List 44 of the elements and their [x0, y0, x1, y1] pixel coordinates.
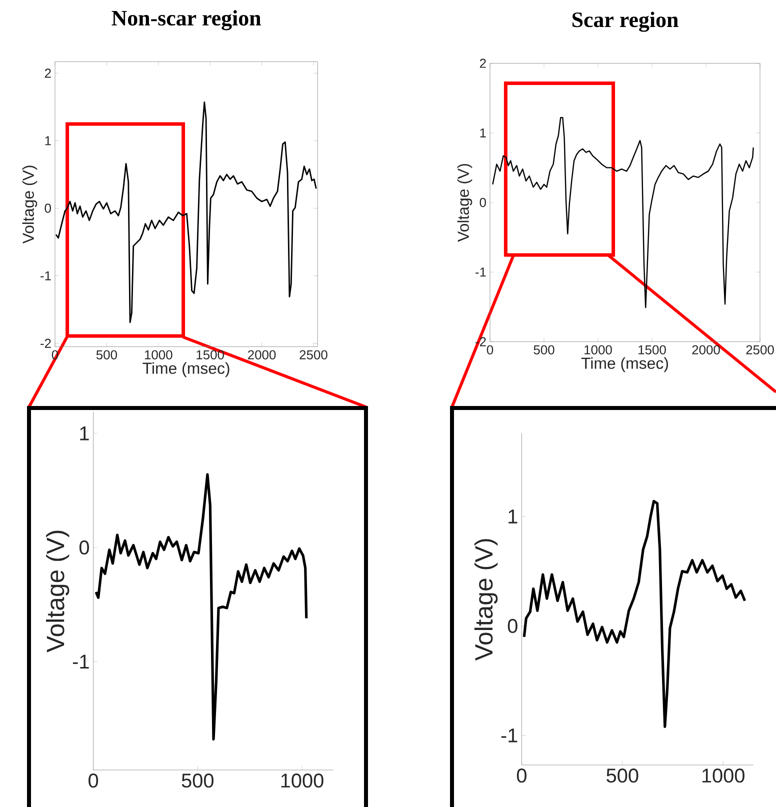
line-series	[522, 500, 746, 728]
y-tick-label: 0	[79, 540, 89, 555]
x-tick-label: 2500	[300, 350, 328, 360]
x-tick-label: 1000	[584, 345, 612, 354]
y-axis-title: Voltage (V)	[457, 164, 472, 242]
x-tick-label: 500	[182, 774, 214, 788]
chart-title: Scar region	[572, 12, 678, 32]
y-axis-title: Voltage (V)	[474, 539, 498, 661]
y-tick-label: 1	[508, 510, 518, 524]
x-tick-label: 0	[516, 768, 526, 783]
x-tick-label: 0	[88, 774, 98, 788]
y-tick-label: 1	[480, 128, 486, 138]
x-tick-label: 1500	[638, 345, 666, 354]
line-series	[94, 473, 308, 740]
y-tick-label: -1	[501, 728, 518, 742]
y-tick-label: 1	[80, 426, 89, 440]
y-tick-label: -1	[72, 654, 89, 668]
y-tick-label: 0	[480, 198, 486, 208]
x-tick-label: 1000	[144, 350, 172, 360]
x-tick-label: 2000	[692, 345, 720, 354]
y-tick-label: 2	[44, 68, 51, 78]
y-axis-title: Voltage (V)	[46, 530, 70, 652]
y-tick-label: -1	[476, 268, 486, 277]
line-series	[55, 102, 317, 324]
x-tick-label: 1500	[196, 350, 224, 360]
x-tick-label: 2000	[248, 350, 276, 360]
x-axis-title: Time (msec)	[142, 362, 230, 378]
x-tick-label: 2500	[746, 345, 774, 354]
x-tick-label: 500	[534, 345, 554, 354]
y-tick-label: 2	[480, 58, 486, 68]
x-axis-title: Time (msec)	[581, 357, 668, 372]
chart-title: Non-scar region	[112, 10, 261, 30]
y-tick-label: 1	[45, 136, 51, 146]
y-axis-title: Voltage (V)	[22, 166, 38, 244]
y-tick-label: 0	[508, 618, 518, 634]
y-tick-label: -2	[40, 338, 51, 348]
y-tick-label: -1	[40, 271, 51, 280]
x-tick-label: 0	[486, 345, 494, 354]
x-tick-label: 500	[96, 350, 117, 360]
line-series	[492, 116, 754, 308]
x-tick-label: 1000	[702, 768, 744, 783]
x-tick-label: 500	[606, 768, 638, 783]
y-tick-label: 0	[44, 204, 51, 213]
x-tick-label: 1000	[281, 774, 324, 788]
